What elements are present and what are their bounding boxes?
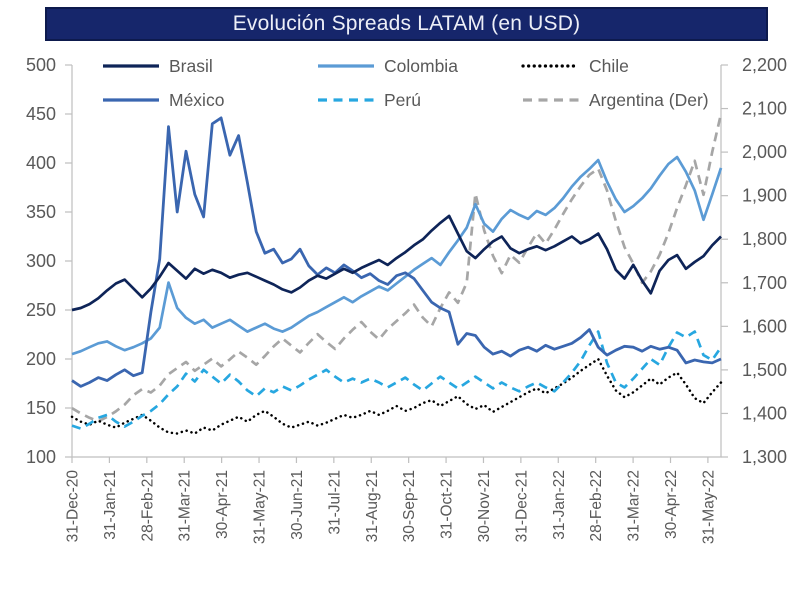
legend-label-chile: Chile <box>589 56 629 76</box>
chart-title: Evolución Spreads LATAM (en USD) <box>232 12 581 35</box>
y-left-tick-label: 250 <box>26 300 56 320</box>
x-tick-label: 31-Mar-21 <box>177 470 194 542</box>
x-tick-label: 30-Apr-22 <box>663 470 680 539</box>
y-right-tick-label: 1,900 <box>742 186 787 206</box>
legend-label-brasil: Brasil <box>169 56 213 76</box>
y-right-tick-label: 2,200 <box>742 55 787 75</box>
x-tick-label: 28-Feb-21 <box>139 470 156 542</box>
y-right-tick-label: 1,600 <box>742 316 787 336</box>
series-line-mexico <box>71 116 722 388</box>
x-tick-label: 30-Apr-21 <box>214 470 231 539</box>
x-tick-label: 30-Nov-21 <box>476 470 493 542</box>
x-tick-label: 30-Sep-21 <box>401 470 418 542</box>
x-tick-label: 31-Jan-21 <box>102 470 119 540</box>
series-line-colombia <box>71 155 723 356</box>
y-right-tick-label: 1,800 <box>742 229 787 249</box>
x-tick-label: 31-Mar-22 <box>626 470 643 542</box>
y-left-tick-label: 350 <box>26 202 56 222</box>
legend-label-argentina-der: Argentina (Der) <box>589 90 709 110</box>
legend-label-colombia: Colombia <box>384 56 458 76</box>
x-tick-label: 31-Dec-20 <box>65 470 82 543</box>
plot-frame <box>71 65 722 458</box>
x-tick-label: 31-May-21 <box>252 470 269 544</box>
y-right-tick-label: 1,500 <box>742 360 787 380</box>
y-right-tick-label: 2,100 <box>742 99 787 119</box>
series-line-chile <box>70 357 723 435</box>
series-line-peru <box>71 330 723 430</box>
chart-title-bar: Evolución Spreads LATAM (en USD) <box>45 7 768 41</box>
y-right-tick-label: 1,700 <box>742 273 787 293</box>
y-right-tick-label: 1,400 <box>742 403 787 423</box>
x-tick-label: 31-Jan-22 <box>551 470 568 540</box>
y-right-tick-label: 2,000 <box>742 142 787 162</box>
legend-label-mexico: México <box>169 90 224 110</box>
series-line-argentina-der <box>71 113 723 423</box>
y-left-tick-label: 300 <box>26 251 56 271</box>
x-tick-label: 31-May-22 <box>700 470 717 544</box>
legend-label-peru: Perú <box>384 90 421 110</box>
x-tick-label: 31-Dec-21 <box>513 470 530 542</box>
x-tick-label: 28-Feb-22 <box>588 470 605 542</box>
x-tick-label: 30-Jun-21 <box>289 470 306 540</box>
y-left-tick-label: 450 <box>26 104 56 124</box>
x-tick-label: 31-Aug-21 <box>364 470 381 542</box>
y-left-tick-label: 200 <box>26 349 56 369</box>
x-tick-label: 31-Oct-21 <box>439 470 456 539</box>
y-left-tick-label: 400 <box>26 153 56 173</box>
y-left-tick-label: 500 <box>26 55 56 75</box>
y-left-tick-label: 150 <box>26 398 56 418</box>
y-left-tick-label: 100 <box>26 447 56 467</box>
y-right-tick-label: 1,300 <box>742 447 787 467</box>
x-tick-label: 31-Jul-21 <box>326 470 343 535</box>
series-line-brasil <box>71 214 722 312</box>
